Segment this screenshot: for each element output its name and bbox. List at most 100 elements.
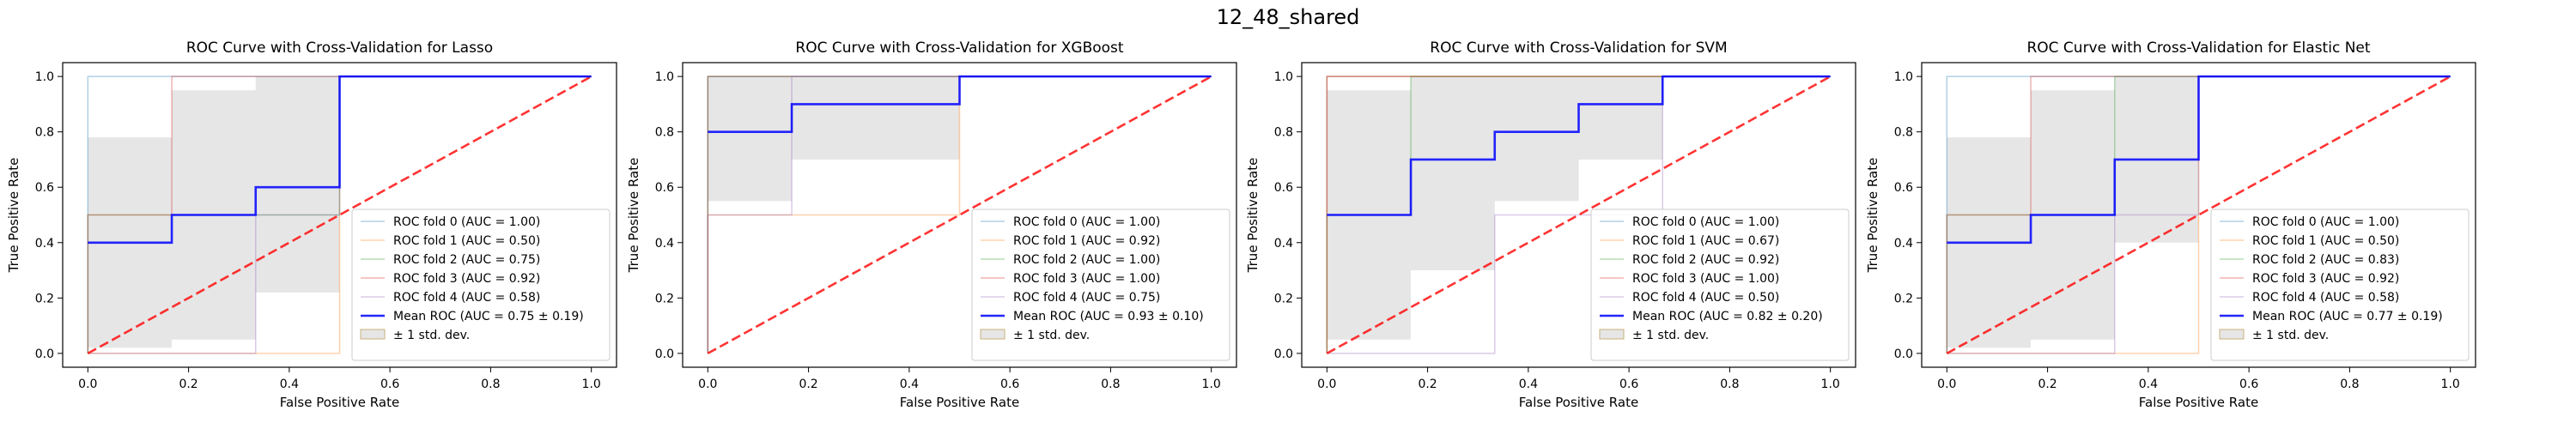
- y-tick-label: 0.4: [35, 237, 54, 251]
- mean-roc-line: [1327, 75, 1831, 216]
- legend-box: [351, 208, 611, 361]
- legend-box: [1590, 208, 1850, 361]
- x-tick-label: 0.0: [1317, 378, 1336, 391]
- legend-entry-label: ± 1 std. dev.: [1632, 329, 1709, 342]
- x-axis-label: False Positive Rate: [900, 395, 1019, 410]
- y-tick-label: 1.0: [1274, 70, 1293, 84]
- mean-roc-line: [1947, 75, 2451, 245]
- roc-panel-3: ROC Curve with Cross-Validation for Elas…: [1865, 39, 2476, 410]
- y-tick-label: 0.4: [1274, 237, 1293, 251]
- x-tick-label: 0.0: [1937, 378, 1956, 391]
- chart-title: ROC Curve with Cross-Validation for Elas…: [2026, 39, 2370, 57]
- x-axis-label: False Positive Rate: [1519, 395, 1638, 410]
- legend-entry-label: ROC fold 3 (AUC = 0.92): [2252, 272, 2399, 286]
- legend-entry-label: ROC fold 1 (AUC = 0.92): [1013, 234, 1160, 248]
- y-tick-label: 0.2: [1894, 292, 1913, 305]
- legend-entry-label: ROC fold 1 (AUC = 0.67): [1632, 234, 1779, 248]
- roc-panel-1: ROC Curve with Cross-Validation for XGBo…: [626, 39, 1237, 410]
- legend-swatch: [1599, 329, 1625, 340]
- y-tick-label: 0.0: [35, 347, 54, 361]
- y-tick-label: 0.4: [655, 237, 674, 251]
- mean-roc-line: [708, 75, 1212, 133]
- axes-frame: [1921, 62, 2476, 368]
- legend-swatch: [980, 329, 1005, 340]
- legend-entry-label: ROC fold 0 (AUC = 1.00): [2252, 215, 2399, 229]
- legend-entry-label: ROC fold 2 (AUC = 0.75): [393, 253, 540, 267]
- x-tick-label: 0.6: [2239, 378, 2258, 391]
- chart-title: ROC Curve with Cross-Validation for XGBo…: [795, 39, 1124, 57]
- legend-entry-label: ROC fold 4 (AUC = 0.58): [2252, 291, 2399, 305]
- x-tick-label: 0.0: [698, 378, 717, 391]
- y-axis-label: True Positive Rate: [1865, 158, 1880, 274]
- y-tick-label: 1.0: [1894, 70, 1913, 84]
- y-tick-label: 0.6: [35, 181, 54, 195]
- legend-box: [971, 208, 1230, 361]
- x-tick-label: 0.4: [1519, 378, 1538, 391]
- legend-entry-label: ROC fold 4 (AUC = 0.75): [1013, 291, 1160, 305]
- y-tick-label: 0.6: [655, 181, 674, 195]
- std-dev-band: [1327, 76, 1831, 340]
- x-tick-label: 1.0: [582, 378, 601, 391]
- x-tick-label: 0.6: [1619, 378, 1638, 391]
- legend-entry-label: ROC fold 4 (AUC = 0.50): [1632, 291, 1779, 305]
- y-axis-label: True Positive Rate: [626, 158, 641, 274]
- y-tick-label: 0.4: [1894, 237, 1913, 251]
- roc-fold-4-line: [707, 76, 1212, 353]
- x-axis-label: False Positive Rate: [2139, 395, 2258, 410]
- x-tick-label: 0.6: [1000, 378, 1019, 391]
- x-tick-label: 1.0: [1821, 378, 1840, 391]
- legend-entry-label: ROC fold 0 (AUC = 1.00): [1013, 215, 1160, 229]
- y-tick-label: 0.2: [35, 292, 54, 305]
- x-tick-label: 0.6: [380, 378, 399, 391]
- std-dev-band: [88, 76, 592, 348]
- x-tick-label: 0.8: [1101, 378, 1120, 391]
- std-dev-band: [1947, 76, 2451, 348]
- axes-frame: [1301, 62, 1856, 368]
- legend-entry-label: Mean ROC (AUC = 0.77 ± 0.19): [2252, 310, 2443, 323]
- legend-entry-label: ROC fold 3 (AUC = 1.00): [1632, 272, 1779, 286]
- x-tick-label: 0.8: [1720, 378, 1739, 391]
- x-tick-label: 0.2: [2038, 378, 2057, 391]
- legend-entry-label: ROC fold 1 (AUC = 0.50): [393, 234, 540, 248]
- x-tick-label: 0.8: [2340, 378, 2359, 391]
- x-tick-label: 0.8: [481, 378, 500, 391]
- legend-entry-label: ROC fold 2 (AUC = 1.00): [1013, 253, 1160, 267]
- y-axis-label: True Positive Rate: [6, 158, 21, 274]
- legend-entry-label: Mean ROC (AUC = 0.75 ± 0.19): [393, 310, 584, 323]
- legend: ROC fold 0 (AUC = 1.00) ROC fold 1 (AUC =…: [971, 208, 1230, 361]
- roc-panel-2: ROC Curve with Cross-Validation for SVM 0…: [1245, 39, 1856, 410]
- legend-swatch: [2219, 329, 2245, 340]
- y-tick-label: 1.0: [35, 70, 54, 84]
- legend-entry-label: ROC fold 1 (AUC = 0.50): [2252, 234, 2399, 248]
- y-tick-label: 0.8: [35, 126, 54, 140]
- y-tick-label: 0.0: [655, 347, 674, 361]
- legend: ROC fold 0 (AUC = 1.00) ROC fold 1 (AUC =…: [1590, 208, 1850, 361]
- legend-box: [2210, 208, 2470, 361]
- chart-title: ROC Curve with Cross-Validation for Lass…: [186, 39, 493, 57]
- y-tick-label: 0.0: [1894, 347, 1913, 361]
- y-tick-label: 0.8: [655, 126, 674, 140]
- x-axis-label: False Positive Rate: [280, 395, 399, 410]
- y-tick-label: 0.0: [1274, 347, 1293, 361]
- legend-entry-label: ROC fold 2 (AUC = 0.83): [2252, 253, 2399, 267]
- legend-entry-label: ROC fold 2 (AUC = 0.92): [1632, 253, 1779, 267]
- legend: ROC fold 0 (AUC = 1.00) ROC fold 1 (AUC =…: [2210, 208, 2470, 361]
- legend-entry-label: ± 1 std. dev.: [393, 329, 470, 342]
- legend-entry-label: Mean ROC (AUC = 0.93 ± 0.10): [1013, 310, 1204, 323]
- x-tick-label: 0.4: [280, 378, 299, 391]
- y-tick-label: 1.0: [655, 70, 674, 84]
- legend-entry-label: ROC fold 0 (AUC = 1.00): [393, 215, 540, 229]
- x-tick-label: 0.4: [900, 378, 919, 391]
- roc-panel-0: ROC Curve with Cross-Validation for Lass…: [6, 39, 617, 410]
- y-tick-label: 0.8: [1894, 126, 1913, 140]
- x-tick-label: 0.0: [78, 378, 97, 391]
- x-tick-label: 1.0: [1202, 378, 1221, 391]
- axes-frame: [682, 62, 1237, 368]
- y-tick-label: 0.6: [1274, 181, 1293, 195]
- legend-entry-label: ROC fold 4 (AUC = 0.58): [393, 291, 540, 305]
- y-tick-label: 0.2: [655, 292, 674, 305]
- x-tick-label: 0.2: [1418, 378, 1437, 391]
- y-tick-label: 0.6: [1894, 181, 1913, 195]
- x-tick-label: 0.2: [799, 378, 817, 391]
